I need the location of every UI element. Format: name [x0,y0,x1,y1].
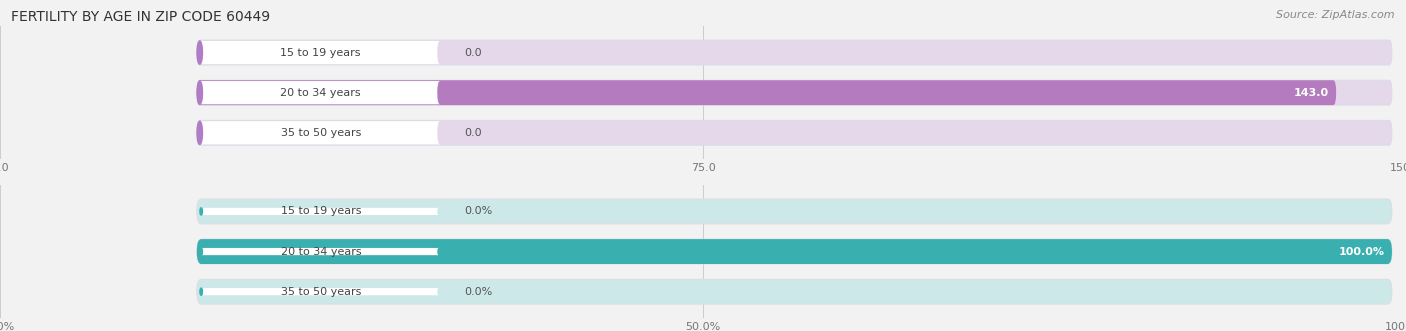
FancyBboxPatch shape [197,239,1392,264]
FancyBboxPatch shape [197,40,1392,65]
Circle shape [200,288,202,295]
Text: 0.0%: 0.0% [464,287,492,297]
Text: FERTILITY BY AGE IN ZIP CODE 60449: FERTILITY BY AGE IN ZIP CODE 60449 [11,10,270,24]
FancyBboxPatch shape [200,121,440,144]
Text: 0.0: 0.0 [464,48,482,58]
Circle shape [197,121,202,144]
Text: 20 to 34 years: 20 to 34 years [281,247,361,257]
Circle shape [197,41,202,64]
Circle shape [200,208,202,215]
FancyBboxPatch shape [197,80,1336,105]
FancyBboxPatch shape [201,208,439,215]
FancyBboxPatch shape [200,81,440,104]
Circle shape [200,248,202,255]
Text: 100.0%: 100.0% [1339,247,1385,257]
FancyBboxPatch shape [197,199,1392,224]
Text: 35 to 50 years: 35 to 50 years [281,287,361,297]
FancyBboxPatch shape [201,288,439,295]
FancyBboxPatch shape [200,41,440,64]
Circle shape [197,81,202,104]
Text: 0.0: 0.0 [464,128,482,138]
Text: 35 to 50 years: 35 to 50 years [281,128,361,138]
Text: 143.0: 143.0 [1294,88,1329,98]
Text: 0.0%: 0.0% [464,207,492,216]
FancyBboxPatch shape [201,248,439,255]
Text: Source: ZipAtlas.com: Source: ZipAtlas.com [1277,10,1395,20]
Text: 15 to 19 years: 15 to 19 years [280,48,361,58]
Text: 20 to 34 years: 20 to 34 years [280,88,361,98]
FancyBboxPatch shape [197,120,1392,145]
Text: 15 to 19 years: 15 to 19 years [281,207,361,216]
FancyBboxPatch shape [197,239,1392,264]
FancyBboxPatch shape [197,279,1392,304]
FancyBboxPatch shape [197,80,1392,105]
